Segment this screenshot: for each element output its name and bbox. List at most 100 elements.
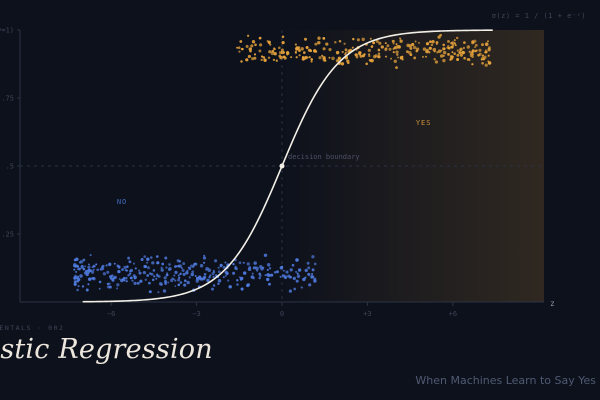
yes-data-point xyxy=(278,51,283,55)
no-data-point xyxy=(75,257,79,262)
no-data-point xyxy=(217,279,222,283)
yes-data-point xyxy=(267,56,271,60)
no-data-point xyxy=(82,258,86,262)
no-data-point xyxy=(178,276,181,279)
no-data-point xyxy=(91,276,95,280)
yes-data-point xyxy=(401,55,404,58)
no-data-point xyxy=(156,261,160,265)
chart-labels: decision boundary NO YES xyxy=(117,119,431,206)
no-data-point xyxy=(117,269,121,274)
yes-data-point xyxy=(455,36,459,40)
no-data-point xyxy=(185,271,189,275)
yes-data-point xyxy=(386,44,390,48)
yes-data-point xyxy=(462,46,466,50)
no-data-point xyxy=(121,268,124,271)
yes-data-point xyxy=(303,37,308,41)
yes-data-point xyxy=(372,41,376,45)
yes-data-point xyxy=(268,50,272,54)
no-data-point xyxy=(81,285,85,288)
yes-data-point xyxy=(378,41,382,45)
no-data-point xyxy=(138,271,142,275)
yes-data-point xyxy=(474,43,478,47)
no-data-point xyxy=(177,283,181,287)
yes-data-point xyxy=(437,49,442,53)
no-data-point xyxy=(77,285,80,288)
no-data-point xyxy=(76,288,79,292)
yes-data-point xyxy=(236,46,239,49)
no-data-point xyxy=(295,270,298,273)
yes-data-point xyxy=(449,55,453,58)
no-data-point xyxy=(214,259,218,263)
yes-data-point xyxy=(295,56,298,59)
yes-data-point xyxy=(388,47,392,51)
no-data-point xyxy=(284,277,287,280)
yes-data-point xyxy=(313,49,317,53)
yes-data-point xyxy=(459,53,463,57)
yes-data-point xyxy=(487,46,491,50)
no-data-point xyxy=(279,276,282,278)
no-data-point xyxy=(160,283,163,286)
no-data-point xyxy=(217,270,221,274)
no-data-point xyxy=(199,263,204,268)
no-data-point xyxy=(287,274,291,278)
yes-data-point xyxy=(355,55,359,59)
yes-data-point xyxy=(456,49,460,52)
decision-boundary-label: decision boundary xyxy=(288,153,360,161)
yes-data-point xyxy=(346,59,350,63)
no-data-point xyxy=(75,270,78,273)
yes-data-point xyxy=(422,47,427,51)
yes-data-point xyxy=(247,54,252,59)
yes-data-point xyxy=(318,56,322,60)
yes-data-point xyxy=(273,51,277,56)
no-data-point xyxy=(140,258,144,261)
yes-data-point xyxy=(451,51,454,54)
no-data-point xyxy=(224,270,229,275)
yes-data-point xyxy=(436,51,439,54)
yes-data-point xyxy=(412,45,417,50)
no-data-point xyxy=(222,265,226,269)
yes-data-point xyxy=(428,46,432,50)
no-data-point xyxy=(138,269,141,272)
no-data-point xyxy=(139,279,143,283)
no-data-point xyxy=(236,279,239,282)
yes-data-point xyxy=(432,47,437,52)
no-data-point xyxy=(79,274,83,278)
yes-data-point xyxy=(463,56,466,60)
no-data-point xyxy=(118,278,121,280)
yes-data-point xyxy=(317,40,321,45)
no-data-point xyxy=(128,260,132,264)
yes-data-point xyxy=(434,60,439,64)
no-data-point xyxy=(132,274,136,278)
no-data-point xyxy=(186,280,190,285)
yes-data-point xyxy=(474,50,477,53)
yes-data-point xyxy=(354,53,357,56)
no-data-point xyxy=(205,268,208,271)
no-data-point xyxy=(234,267,238,271)
yes-data-point xyxy=(253,56,257,60)
yes-data-point xyxy=(392,42,395,45)
yes-data-point xyxy=(310,60,313,63)
no-data-point xyxy=(133,281,137,286)
no-data-point xyxy=(91,266,94,269)
no-data-point xyxy=(146,274,150,277)
yes-data-point xyxy=(440,54,444,58)
yes-data-point xyxy=(237,46,241,49)
no-data-point xyxy=(116,264,120,268)
yes-data-point xyxy=(397,45,401,49)
no-data-point xyxy=(240,287,244,291)
formula-label: σ(z) = 1 / (1 + e⁻ᶻ) xyxy=(491,12,586,20)
no-data-point xyxy=(129,276,133,280)
no-data-point xyxy=(203,254,206,257)
yes-data-point xyxy=(322,37,326,40)
yes-data-point xyxy=(391,39,395,43)
yes-data-point xyxy=(451,41,455,45)
no-data-point xyxy=(188,276,191,279)
yes-data-point xyxy=(463,51,466,54)
no-data-point xyxy=(150,256,153,259)
no-data-point xyxy=(161,262,165,266)
y-tick-label: .5 xyxy=(6,163,14,171)
no-data-point xyxy=(80,265,84,270)
yes-data-point xyxy=(259,43,263,47)
no-data-point xyxy=(157,291,160,294)
